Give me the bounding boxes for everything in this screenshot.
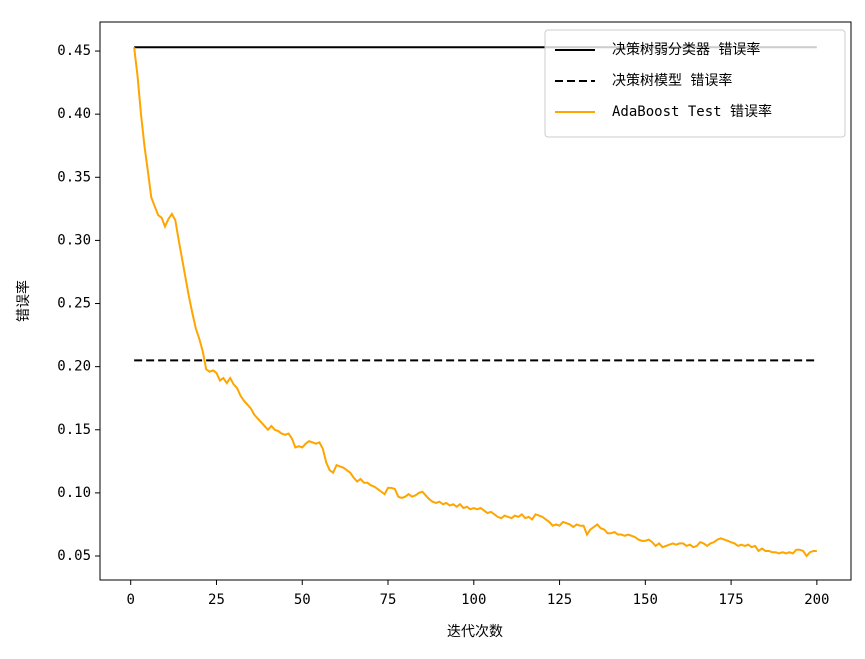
legend-label: 决策树弱分类器 错误率 bbox=[612, 41, 760, 58]
x-tick-label: 100 bbox=[461, 592, 486, 608]
y-tick-label: 0.15 bbox=[57, 422, 91, 438]
x-tick-label: 75 bbox=[380, 592, 397, 608]
legend-label: 决策树模型 错误率 bbox=[612, 72, 732, 89]
x-tick-label: 175 bbox=[718, 592, 743, 608]
y-tick-label: 0.45 bbox=[57, 43, 91, 59]
y-tick-label: 0.25 bbox=[57, 296, 91, 312]
y-tick-label: 0.30 bbox=[57, 232, 91, 248]
legend-label: AdaBoost Test 错误率 bbox=[612, 103, 772, 120]
x-tick-label: 125 bbox=[547, 592, 572, 608]
x-tick-label: 50 bbox=[294, 592, 311, 608]
x-tick-label: 25 bbox=[208, 592, 225, 608]
y-tick-label: 0.35 bbox=[57, 169, 91, 185]
x-tick-label: 200 bbox=[804, 592, 829, 608]
y-tick-label: 0.10 bbox=[57, 485, 91, 501]
y-tick-label: 0.20 bbox=[57, 359, 91, 375]
legend-box bbox=[544, 29, 846, 138]
y-tick-label: 0.05 bbox=[57, 548, 91, 564]
x-axis-label: 迭代次数 bbox=[447, 624, 503, 640]
x-tick-label: 150 bbox=[633, 592, 658, 608]
y-axis-label: 错误率 bbox=[15, 280, 32, 322]
y-tick-label: 0.40 bbox=[57, 106, 91, 122]
series-line bbox=[133, 47, 817, 558]
plot-frame bbox=[99, 21, 852, 581]
x-tick-label: 0 bbox=[126, 592, 134, 608]
